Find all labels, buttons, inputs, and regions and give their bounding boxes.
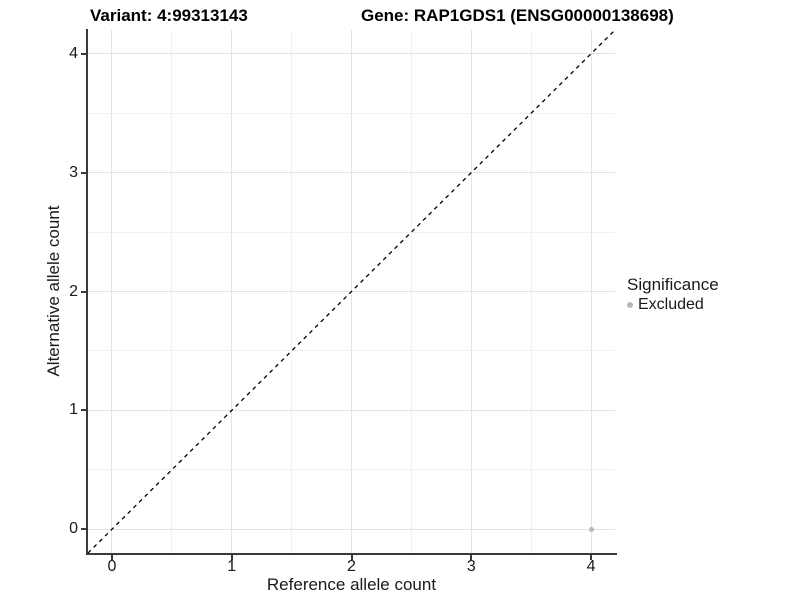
y-axis-tick — [81, 409, 86, 412]
x-axis-line — [86, 553, 617, 555]
x-axis-title: Reference allele count — [266, 575, 437, 594]
excluded-dot-icon — [627, 302, 633, 308]
legend-item-label: Excluded — [638, 296, 704, 313]
x-axis-tick — [590, 555, 593, 560]
y-axis-tick — [81, 52, 86, 55]
major-gridline-horizontal — [88, 172, 615, 174]
x-axis-tick — [110, 555, 113, 560]
x-tick-label: 4 — [586, 558, 596, 575]
x-tick-label: 1 — [227, 558, 237, 575]
y-axis-line — [86, 29, 88, 555]
x-tick-label: 3 — [466, 558, 476, 575]
y-tick-label: 0 — [69, 520, 78, 538]
y-tick-label: 4 — [69, 44, 78, 62]
x-tick-label: 2 — [347, 558, 356, 575]
y-axis-tick — [81, 528, 86, 531]
gene-title: Gene: RAP1GDS1 (ENSG00000138698) — [361, 6, 674, 25]
variant-title: Variant: 4:99313143 — [90, 6, 248, 25]
y-tick-label: 1 — [69, 401, 78, 419]
identity-reference-line — [88, 30, 615, 553]
x-axis-tick — [470, 555, 473, 560]
legend-title: Significance — [627, 275, 719, 294]
data-point — [588, 526, 594, 532]
y-tick-label: 2 — [69, 282, 78, 300]
x-tick-label: 0 — [107, 558, 117, 575]
y-axis-tick — [81, 171, 86, 174]
major-gridline-horizontal — [88, 528, 615, 530]
x-axis-tick — [230, 555, 233, 560]
y-axis-tick — [81, 290, 86, 293]
legend: Significance Excluded — [627, 275, 719, 314]
major-gridline-horizontal — [88, 409, 615, 411]
y-tick-label: 3 — [69, 163, 78, 181]
legend-item-excluded: Excluded — [627, 296, 719, 314]
plot-panel — [88, 30, 615, 553]
major-gridline-horizontal — [88, 53, 615, 55]
x-axis-tick — [350, 555, 353, 560]
